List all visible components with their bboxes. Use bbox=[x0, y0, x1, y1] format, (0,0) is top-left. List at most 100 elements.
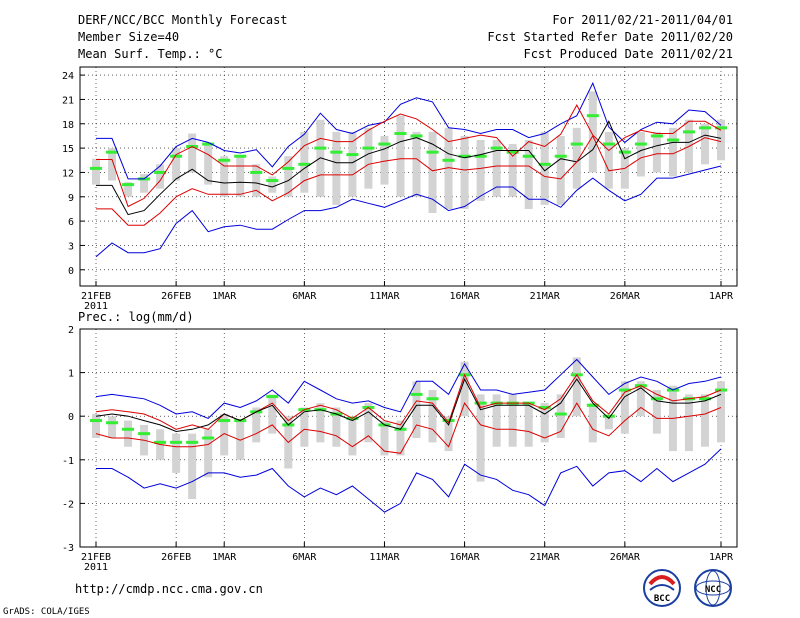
prec-spread-box bbox=[652, 390, 661, 434]
grads-credit: GrADS: COLA/IGES bbox=[3, 607, 90, 617]
temp-spread-box bbox=[284, 156, 293, 197]
temp-ytick-label: 15 bbox=[62, 144, 74, 155]
temp-median-mark bbox=[378, 142, 391, 146]
ncc-logo-text: NCC bbox=[705, 585, 721, 595]
refer-date-label: Fcst Started Refer Date 2011/02/20 bbox=[487, 30, 733, 44]
temp-xtick-label: 16MAR bbox=[450, 291, 481, 302]
temp-spread-box bbox=[700, 123, 709, 165]
prec-line-max bbox=[95, 358, 722, 419]
figure-title: DERF/NCC/BCC Monthly Forecast bbox=[78, 13, 288, 27]
temp-spread-box bbox=[140, 174, 149, 193]
temp-xtick-label: 11MAR bbox=[369, 291, 400, 302]
prec-median-mark bbox=[586, 403, 599, 407]
prec-spread-box bbox=[332, 407, 341, 447]
temp-spread-box bbox=[717, 119, 725, 161]
temp-spread-box bbox=[556, 135, 565, 205]
forecast-period-label: For 2011/02/21-2011/04/01 bbox=[552, 13, 733, 27]
prec-line-mean bbox=[95, 377, 722, 433]
temp-median-mark bbox=[634, 142, 647, 146]
temp-spread-box bbox=[444, 127, 453, 209]
temp-spread-box bbox=[252, 164, 261, 197]
prec-spread-box bbox=[348, 416, 357, 456]
temp-spread-box bbox=[332, 131, 341, 205]
prec-median-mark bbox=[426, 397, 439, 401]
prec-median-mark bbox=[202, 436, 215, 440]
temp-ytick-label: 12 bbox=[62, 168, 74, 179]
prec-spread-box bbox=[108, 416, 117, 438]
temp-median-mark bbox=[618, 150, 631, 154]
temp-median-mark bbox=[362, 146, 375, 150]
temp-xtick-label: 1APR bbox=[709, 291, 734, 302]
prec-spread-box bbox=[604, 416, 613, 430]
temp-xtick-label: 26FEB bbox=[161, 291, 191, 302]
temp-xtick-label: 6MAR bbox=[292, 291, 317, 302]
prec-median-mark bbox=[554, 412, 567, 416]
prec-spread-box bbox=[268, 394, 277, 434]
prec-spread-box bbox=[684, 394, 693, 452]
prec-spread-box bbox=[412, 381, 421, 438]
prec-spread-box bbox=[572, 357, 581, 417]
temp-spread-box bbox=[268, 176, 277, 193]
temp-ytick-label: 24 bbox=[62, 71, 74, 82]
temp-spread-box bbox=[492, 140, 501, 197]
prec-median-mark bbox=[602, 414, 615, 418]
temp-ytick-label: 0 bbox=[68, 266, 74, 277]
precip-panel-title: Prec.: log(mm/d) bbox=[78, 310, 194, 324]
temp-ytick-label: 21 bbox=[62, 95, 74, 106]
prec-xtick-label: 21MAR bbox=[530, 552, 561, 563]
temp-spread-box bbox=[124, 182, 133, 197]
temp-spread-box bbox=[668, 127, 677, 177]
temp-median-mark bbox=[170, 154, 183, 158]
prec-ytick-label: 2 bbox=[68, 325, 74, 336]
bcc-logo: BCC bbox=[643, 569, 681, 607]
temp-spread-box bbox=[204, 144, 213, 185]
temp-line-mean bbox=[96, 120, 722, 216]
variable-label: Mean Surf. Temp.: °C bbox=[78, 47, 223, 61]
prec-ytick-label: -3 bbox=[62, 543, 74, 554]
prec-xtick-label: 6MAR bbox=[292, 552, 317, 563]
temp-median-mark bbox=[490, 146, 503, 150]
temp-median-mark bbox=[682, 130, 695, 134]
temp-median-mark bbox=[394, 132, 407, 136]
prec-spread-box bbox=[700, 394, 709, 447]
temp-median-mark bbox=[426, 150, 439, 154]
temp-line-mean-plus-sd bbox=[96, 104, 722, 208]
temp-spread-box bbox=[188, 133, 197, 173]
temp-xtick-label: 1MAR bbox=[212, 291, 237, 302]
temp-spread-box bbox=[652, 131, 661, 173]
prec-spread-box bbox=[556, 394, 565, 438]
temp-spread-box bbox=[604, 131, 613, 189]
prec-spread-box bbox=[588, 403, 597, 443]
prec-median-mark bbox=[266, 395, 279, 399]
temp-spread-box bbox=[156, 164, 165, 189]
temp-median-mark bbox=[298, 162, 311, 166]
prec-spread-box bbox=[508, 394, 517, 447]
temp-median-mark bbox=[538, 162, 551, 166]
prec-median-mark bbox=[186, 440, 199, 444]
prec-line-mean-minus-sd bbox=[95, 402, 722, 454]
temp-median-mark bbox=[218, 158, 231, 162]
prec-xtick-year: 2011 bbox=[84, 562, 108, 573]
temp-spread-box bbox=[572, 127, 581, 189]
temp-ytick-label: 3 bbox=[68, 241, 74, 252]
temp-median-mark bbox=[458, 154, 471, 158]
prec-xtick-label: 16MAR bbox=[450, 552, 481, 563]
prec-xtick-label: 1MAR bbox=[212, 552, 237, 563]
prec-median-mark bbox=[122, 427, 135, 431]
temp-spread-box bbox=[588, 91, 597, 173]
temp-median-mark bbox=[154, 170, 167, 174]
prec-spread-box bbox=[188, 433, 197, 500]
temp-median-mark bbox=[122, 183, 135, 187]
temp-line-min bbox=[95, 165, 722, 258]
temp-ytick-label: 18 bbox=[62, 120, 74, 131]
prec-ytick-label: 0 bbox=[68, 412, 74, 423]
temp-spread-box bbox=[348, 131, 357, 197]
prec-ytick-label: -2 bbox=[62, 499, 74, 510]
prec-median-mark bbox=[138, 432, 151, 436]
temp-median-mark bbox=[346, 153, 359, 157]
prec-spread-box bbox=[380, 420, 389, 456]
prec-median-mark bbox=[106, 421, 119, 425]
prec-xtick-label: 26FEB bbox=[161, 552, 191, 563]
temp-median-mark bbox=[442, 158, 455, 162]
